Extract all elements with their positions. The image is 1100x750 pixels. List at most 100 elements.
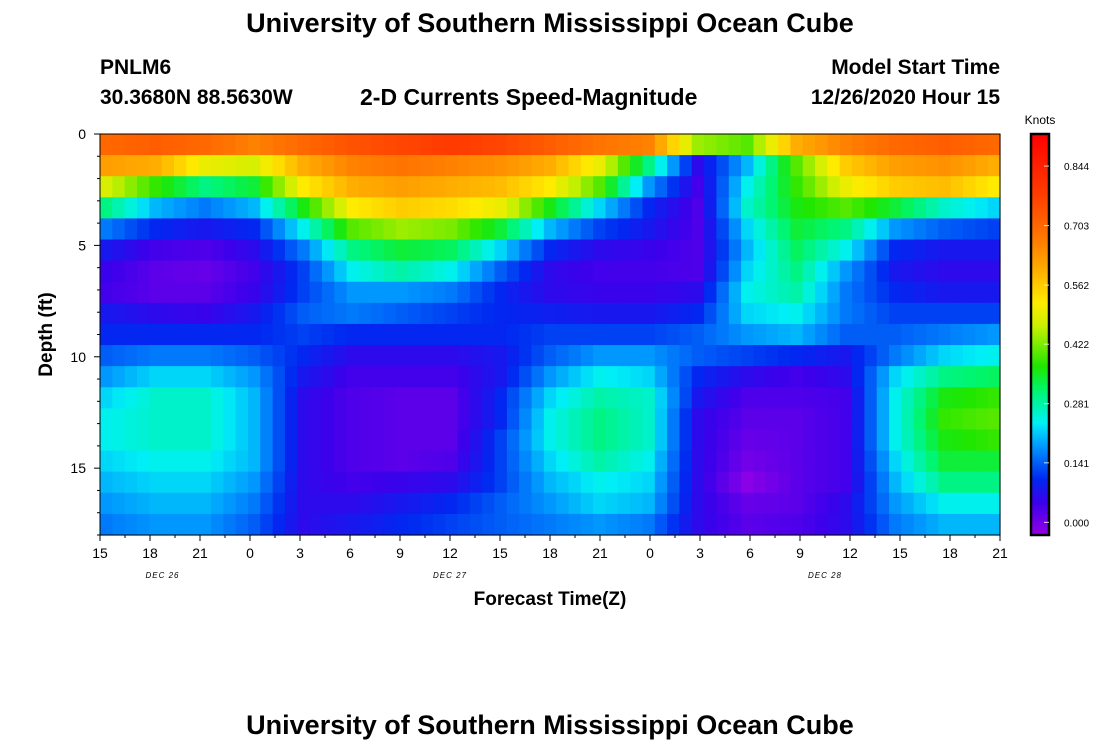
heatmap-cell [457,260,471,283]
heatmap-cell [395,408,409,431]
heatmap-cell [321,281,335,304]
heatmap-cell [149,176,163,198]
heatmap-cell [975,450,989,473]
heatmap-cell [210,513,224,536]
heatmap-cell [494,260,508,283]
heatmap-cell [778,260,792,283]
heatmap-cell [617,260,631,283]
heatmap-cell [260,176,274,198]
heatmap-cell [938,408,952,431]
heatmap-cell [235,492,249,515]
heatmap-cell [531,323,545,346]
heatmap-cell [568,281,582,304]
heatmap-cell [198,471,212,494]
heatmap-cell [136,366,150,388]
heatmap-cell [926,176,939,198]
heatmap-cell [765,345,779,367]
heatmap-cell [913,387,927,409]
heatmap-cell [963,513,976,536]
heatmap-cell [642,239,656,262]
heatmap-cell [593,134,607,156]
heatmap-cell [247,387,261,409]
heatmap-cell [704,260,718,283]
heatmap-cell [864,197,878,220]
heatmap-cell [235,281,249,304]
heatmap-cell [593,345,607,367]
heatmap-cell [371,345,385,367]
heatmap-cell [223,281,237,304]
heatmap-cell [839,302,853,325]
heatmap-cell [987,134,1001,156]
heatmap-cell [691,471,705,494]
colorbar-tick-label: 0.281 [1064,400,1089,411]
heatmap-cell [753,345,767,367]
heatmap-cell [963,218,976,241]
heatmap-cell [358,513,372,536]
heatmap-cell [223,239,237,262]
heatmap-cell [482,450,496,473]
heatmap-cell [420,345,434,367]
heatmap-cell [679,176,693,198]
heatmap-cell [815,366,828,388]
x-tick-label: 9 [396,545,404,561]
heatmap-cell [124,492,138,515]
heatmap-cell [654,218,668,241]
heatmap-cell [100,408,113,431]
heatmap-cell [161,387,175,409]
heatmap-cell [198,155,212,177]
heatmap-cell [741,513,755,536]
heatmap-cell [889,408,902,431]
heatmap-cell [950,197,964,220]
heatmap-cell [531,366,545,388]
heatmap-cell [395,492,409,515]
x-tick-label: 0 [646,545,654,561]
heatmap-cell [790,323,804,346]
heatmap-cell [765,260,779,283]
heatmap-cell [284,366,298,388]
heatmap-cell [938,345,952,367]
heatmap-cell [161,176,175,198]
heatmap-cell [556,345,570,367]
heatmap-cell [605,281,619,304]
heatmap-cell [112,429,126,452]
heatmap-cell [741,176,755,198]
heatmap-cell [987,302,1001,325]
colorbar-tick-label: 0.000 [1064,518,1089,529]
heatmap-cell [901,429,915,452]
heatmap-cell [494,429,508,452]
heatmap-cell [926,302,939,325]
heatmap-cell [790,239,804,262]
heatmap-cell [778,345,792,367]
heatmap-cell [309,134,323,156]
heatmap-cell [728,260,742,283]
heatmap-cell [975,239,989,262]
heatmap-cell [543,197,557,220]
heatmap-cell [654,429,668,452]
heatmap-cell [445,450,459,473]
heatmap-cell [704,492,718,515]
heatmap-cell [100,218,113,241]
heatmap-cell [482,281,496,304]
heatmap-cell [568,429,582,452]
heatmap-cell [420,408,434,431]
heatmap-cell [901,450,915,473]
heatmap-cell [543,134,557,156]
heatmap-cell [642,366,656,388]
heatmap-cell [420,513,434,536]
heatmap-cell [223,260,237,283]
heatmap-cell [667,345,681,367]
heatmap-cell [938,218,952,241]
heatmap-cell [198,281,212,304]
heatmap-cell [704,408,718,431]
heatmap-cell [790,345,804,367]
heatmap-cell [260,302,274,325]
y-axis-label: Depth (ft) [36,292,57,376]
heatmap-cell [235,387,249,409]
heatmap-cell [765,387,779,409]
heatmap-cell [149,155,163,177]
heatmap-cell [186,197,200,220]
heatmap-cell [395,366,409,388]
heatmap-cell [630,302,644,325]
heatmap-cell [198,387,212,409]
heatmap-cell [124,302,138,325]
